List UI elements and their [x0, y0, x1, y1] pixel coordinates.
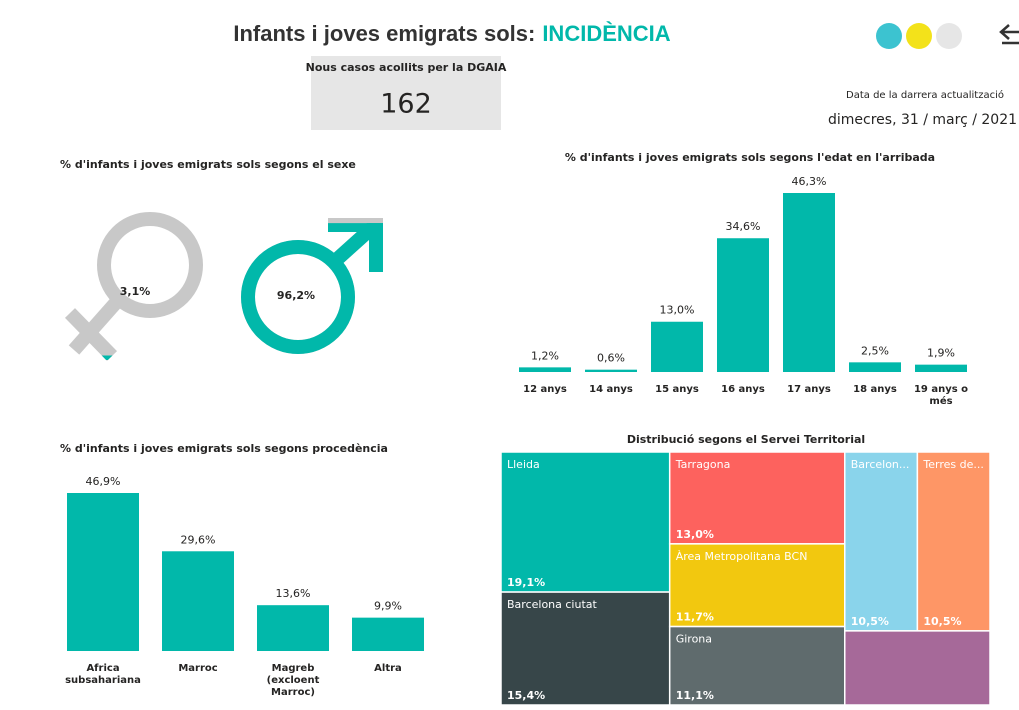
treemap-cell [844, 630, 991, 706]
treemap-cell [668, 543, 846, 628]
cell-value: 10,5% [923, 615, 961, 628]
cell-name: Tarragona [675, 458, 731, 471]
logo-dot [906, 23, 932, 49]
data-label: 1,9% [927, 347, 955, 360]
treemap-cell [668, 625, 846, 706]
logo-dot [876, 23, 902, 49]
treemap-cell [500, 451, 671, 593]
label-box: 12 anys [523, 384, 567, 395]
cell-value: 13,0% [676, 528, 714, 541]
update-label: Data de la darrera actualització [846, 89, 1004, 101]
data-label: 34,6% [726, 220, 761, 233]
back-arrow [999, 24, 1019, 45]
x-tick-label: 15 anys [655, 384, 699, 395]
icon-part [64, 308, 118, 361]
treemap-cell [916, 451, 991, 632]
x-tick-label: 16 anys [721, 384, 765, 395]
icon-part [68, 293, 126, 355]
data-label: 96,2% [277, 289, 315, 302]
label-box: 19 anys o més [913, 384, 969, 407]
cell-value: 11,7% [676, 611, 714, 624]
data-label: 2,5% [861, 344, 889, 357]
data-label: 46,9% [86, 475, 121, 488]
bar [849, 362, 901, 372]
x-tick-label: Altra [374, 663, 402, 674]
kpi-card [311, 56, 501, 130]
data-label: 0,6% [597, 352, 625, 365]
icon-part [97, 212, 203, 318]
cell-name: Àrea Metropolitana BCN [676, 550, 808, 563]
bar [915, 364, 967, 372]
cell-name: Barcelona ciutat [507, 598, 598, 611]
chart-title: % d'infants i joves emigrats sols segons… [60, 442, 388, 455]
cell-name: Terres de... [922, 458, 983, 471]
chart-title: % d'infants i joves emigrats sols segons… [60, 158, 356, 171]
label-box: 15 anys [655, 384, 699, 395]
data-label: 13,6% [276, 587, 311, 600]
cell-name: Lleida [507, 458, 540, 471]
data-label: 46,3% [792, 175, 827, 188]
bar [651, 321, 703, 372]
bar [585, 369, 637, 372]
data-label: 9,9% [374, 600, 402, 613]
icon-part [241, 240, 355, 354]
back-button[interactable] [999, 24, 1019, 45]
cell-value: 15,4% [507, 689, 545, 702]
data-label: 13,0% [660, 304, 695, 317]
kpi-label: Nous casos acollits per la DGAIA [306, 61, 507, 74]
bar [352, 617, 424, 651]
x-tick-label: Africa subsahariana [65, 663, 141, 686]
kpi-value: 162 [380, 89, 432, 120]
cell-name: Barcelon... [851, 458, 910, 471]
title-highlight: INCIDÈNCIA [542, 21, 670, 46]
chart-title: Distribució segons el Servei Territorial [627, 433, 865, 446]
label-box: Africa subsahariana [65, 663, 141, 686]
x-tick-label: 12 anys [523, 384, 567, 395]
x-tick-label: 17 anys [787, 384, 831, 395]
icon-fill [241, 223, 383, 354]
cell-value: 19,1% [507, 576, 545, 589]
label-box: 14 anys [589, 384, 633, 395]
data-label: 29,6% [181, 533, 216, 546]
icon-base [64, 212, 203, 361]
x-tick-label: 19 anys o més [913, 384, 969, 407]
chart-title: % d'infants i joves emigrats sols segons… [565, 151, 935, 164]
bar [162, 551, 234, 651]
x-tick-label: 18 anys [853, 384, 897, 395]
cell-value: 11,1% [676, 689, 714, 702]
data-label: 1,2% [531, 349, 559, 362]
x-tick-label: Magreb (excloent Marroc) [266, 663, 320, 698]
label-box: Magreb (excloent Marroc) [266, 663, 320, 698]
treemap-cell [500, 591, 671, 706]
data-label: 3,1% [120, 285, 151, 298]
title-text: Infants i joves emigrats sols: [233, 21, 535, 46]
title: Infants i joves emigrats sols: INCIDÈNCIA [233, 21, 670, 46]
x-tick-label: Marroc [178, 663, 218, 674]
bar [257, 605, 329, 651]
label-box: Altra [374, 663, 402, 674]
bar [783, 193, 835, 372]
label-box: 17 anys [787, 384, 831, 395]
logo-dot [936, 23, 962, 49]
update-date: dimecres, 31 / març / 2021 [828, 112, 1017, 128]
treemap-cell [844, 451, 919, 632]
label-box: 18 anys [853, 384, 897, 395]
cell-name: Girona [676, 633, 712, 646]
bar [519, 367, 571, 372]
bar [717, 238, 769, 372]
x-tick-label: 14 anys [589, 384, 633, 395]
bar [67, 493, 139, 651]
label-box: Marroc [178, 663, 218, 674]
label-box: 16 anys [721, 384, 765, 395]
cell-value: 10,5% [851, 615, 889, 628]
